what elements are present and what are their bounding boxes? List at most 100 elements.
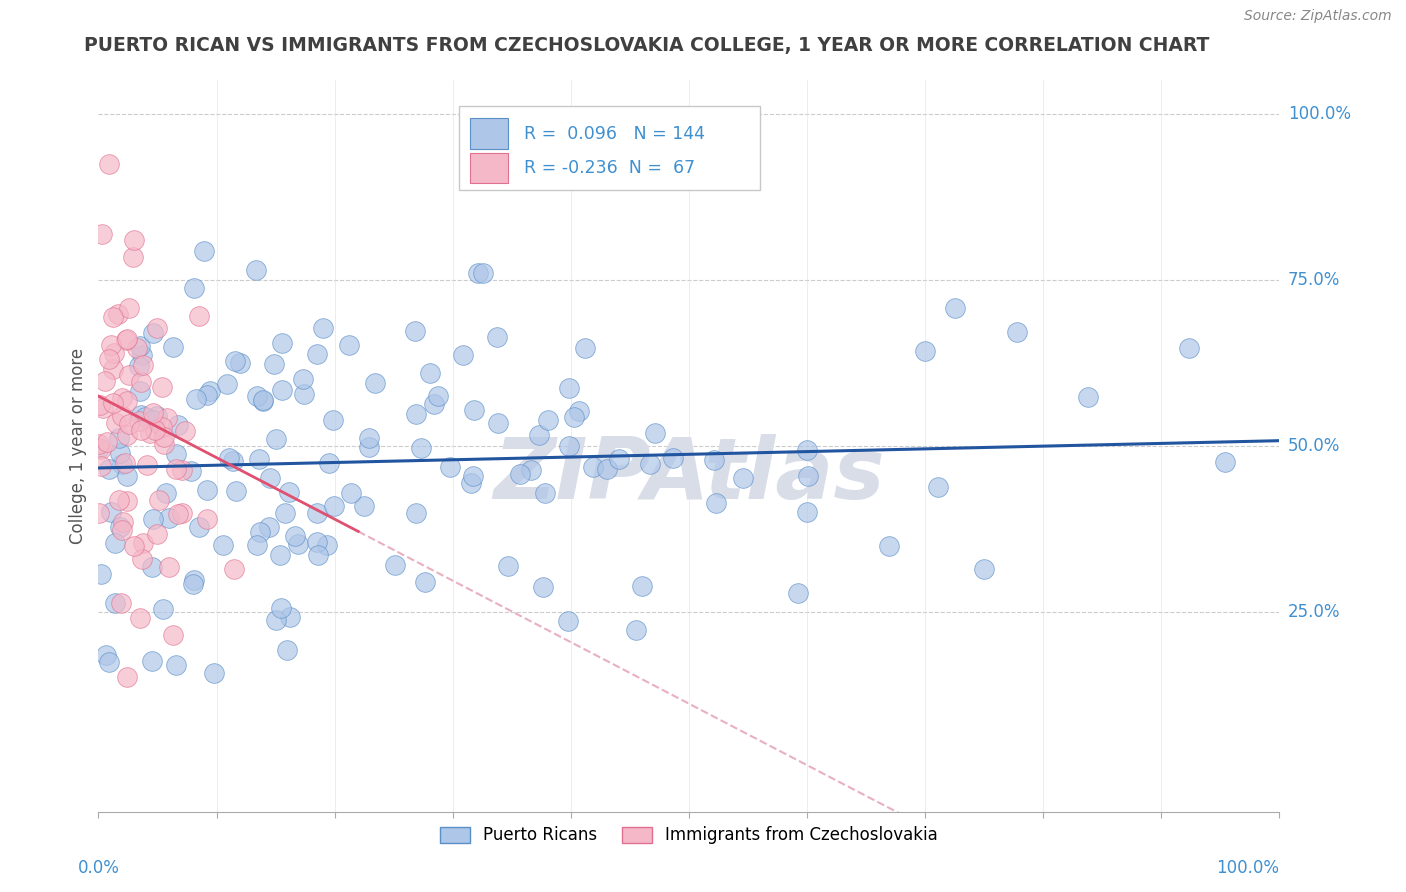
Point [486, 416, 509, 430]
Point [292, 372, 315, 386]
Point [129, 375, 152, 389]
Point [142, 326, 165, 340]
Point [353, 499, 375, 513]
Point [115, 670, 138, 684]
Point [305, 347, 328, 361]
Point [87, 441, 110, 455]
Point [364, 376, 387, 390]
Point [156, 410, 179, 425]
Point [472, 266, 495, 280]
Point [87, 506, 110, 520]
Point [129, 384, 152, 398]
Point [558, 380, 581, 394]
Point [568, 404, 591, 418]
Point [142, 512, 165, 526]
Point [537, 413, 560, 427]
Point [110, 596, 132, 610]
Point [103, 596, 125, 610]
Point [307, 548, 329, 562]
Point [404, 324, 426, 338]
Point [278, 485, 301, 500]
Text: Source: ZipAtlas.com: Source: ZipAtlas.com [1244, 9, 1392, 23]
Point [307, 506, 329, 520]
Point [703, 453, 725, 467]
Point [153, 430, 176, 444]
Point [534, 486, 557, 500]
Point [323, 499, 346, 513]
Point [1005, 325, 1028, 339]
Point [287, 537, 309, 551]
Point [117, 368, 139, 382]
Point [215, 377, 238, 392]
Point [405, 407, 427, 421]
Bar [471, 119, 508, 149]
Point [224, 354, 246, 368]
Point [222, 453, 245, 467]
Point [141, 654, 163, 668]
Point [170, 462, 193, 476]
Point [129, 338, 152, 352]
Point [89, 398, 111, 412]
Point [165, 462, 187, 476]
Point [229, 356, 252, 370]
Point [90, 442, 112, 456]
Point [312, 320, 335, 334]
Point [114, 456, 136, 470]
Point [111, 409, 134, 423]
Point [596, 462, 619, 476]
Point [107, 492, 129, 507]
Point [146, 321, 169, 335]
Point [141, 560, 163, 574]
Point [117, 417, 139, 432]
Point [150, 420, 173, 434]
Point [181, 577, 204, 591]
Point [496, 558, 519, 573]
Point [631, 579, 654, 593]
Point [90, 227, 112, 241]
Point [359, 441, 381, 455]
Point [187, 310, 209, 324]
Point [131, 536, 153, 550]
Point [104, 535, 127, 549]
Point [797, 469, 820, 483]
Point [423, 397, 446, 411]
Point [128, 414, 150, 428]
Bar [471, 153, 508, 184]
Point [273, 506, 295, 520]
Text: R =  0.096   N = 144: R = 0.096 N = 144 [523, 125, 704, 143]
Point [97, 157, 120, 171]
Point [558, 439, 581, 453]
Point [607, 452, 630, 467]
Point [557, 614, 579, 628]
Point [124, 234, 146, 248]
Point [115, 468, 138, 483]
Point [131, 348, 153, 362]
Point [111, 391, 134, 405]
Point [731, 471, 754, 485]
Point [155, 485, 177, 500]
Point [411, 441, 433, 455]
Point [193, 244, 215, 259]
Point [107, 307, 129, 321]
Point [284, 529, 307, 543]
Point [105, 416, 128, 430]
Point [252, 394, 274, 409]
Point [467, 266, 489, 280]
Point [125, 341, 148, 355]
FancyBboxPatch shape [458, 106, 759, 190]
Point [247, 451, 270, 466]
Point [146, 409, 169, 424]
Point [276, 643, 298, 657]
Text: 100.0%: 100.0% [1288, 104, 1351, 122]
Point [796, 505, 818, 519]
Point [111, 457, 134, 471]
Text: 0.0%: 0.0% [77, 859, 120, 878]
Point [100, 337, 122, 351]
Point [135, 458, 157, 472]
Point [486, 330, 509, 344]
Point [269, 549, 291, 563]
Point [180, 465, 202, 479]
Text: 75.0%: 75.0% [1288, 271, 1340, 289]
Point [111, 516, 134, 530]
Point [644, 425, 666, 440]
